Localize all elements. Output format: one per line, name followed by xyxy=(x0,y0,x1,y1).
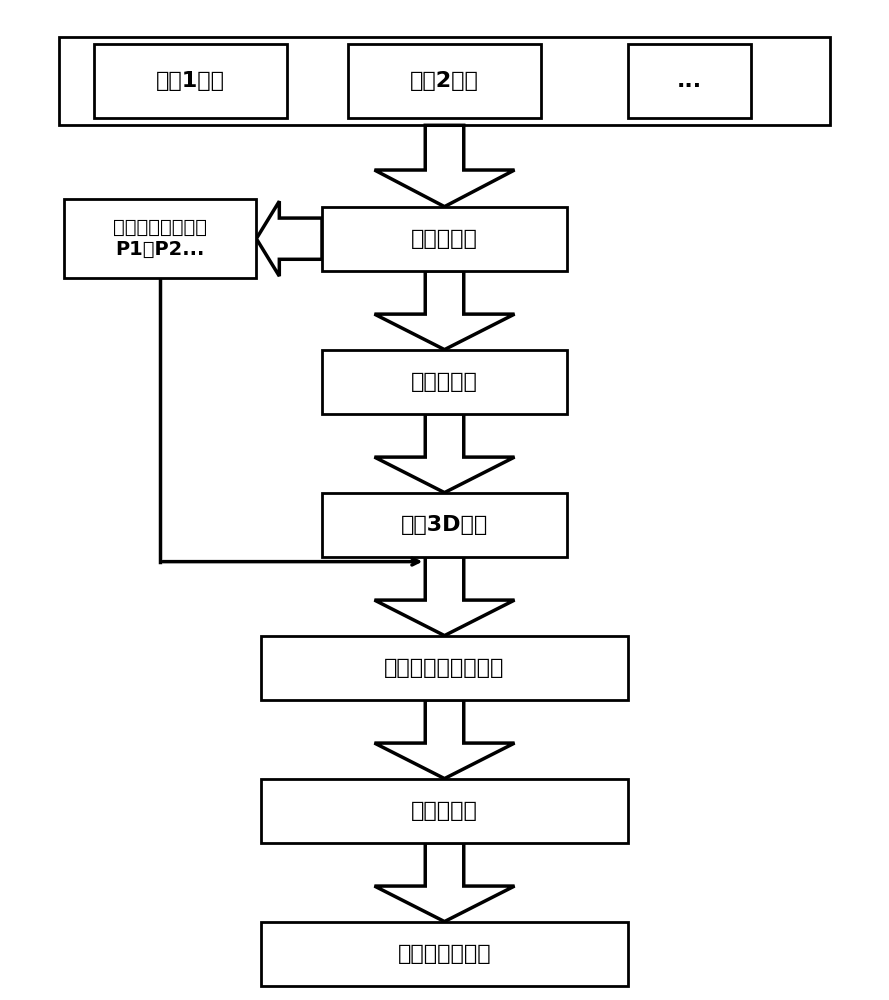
Polygon shape xyxy=(374,557,515,636)
Polygon shape xyxy=(374,125,515,207)
FancyBboxPatch shape xyxy=(260,779,629,843)
Text: 相机1原图: 相机1原图 xyxy=(156,71,225,91)
FancyBboxPatch shape xyxy=(64,199,256,278)
Text: 相机2原图: 相机2原图 xyxy=(410,71,479,91)
FancyBboxPatch shape xyxy=(322,350,567,414)
FancyBboxPatch shape xyxy=(60,37,829,125)
Text: ...: ... xyxy=(677,71,702,91)
FancyBboxPatch shape xyxy=(629,44,751,118)
Polygon shape xyxy=(374,700,515,779)
Polygon shape xyxy=(256,201,322,276)
FancyBboxPatch shape xyxy=(322,207,567,271)
FancyBboxPatch shape xyxy=(260,922,629,986)
FancyBboxPatch shape xyxy=(260,636,629,700)
Text: 鸟瞰图拼接: 鸟瞰图拼接 xyxy=(411,372,478,392)
Text: 获得最终检测框: 获得最终检测框 xyxy=(397,944,492,964)
FancyBboxPatch shape xyxy=(322,493,567,557)
Polygon shape xyxy=(374,843,515,922)
FancyBboxPatch shape xyxy=(348,44,541,118)
FancyBboxPatch shape xyxy=(94,44,287,118)
Text: 转换鸟瞰图: 转换鸟瞰图 xyxy=(411,229,478,249)
Polygon shape xyxy=(374,414,515,493)
Text: 车辆3D检测: 车辆3D检测 xyxy=(401,515,488,535)
Polygon shape xyxy=(374,271,515,350)
Text: 底面框投影到拼接图: 底面框投影到拼接图 xyxy=(384,658,505,678)
Text: 检测框去重: 检测框去重 xyxy=(411,801,478,821)
Text: 求得透视变换矩阵
P1、P2...: 求得透视变换矩阵 P1、P2... xyxy=(113,218,207,259)
